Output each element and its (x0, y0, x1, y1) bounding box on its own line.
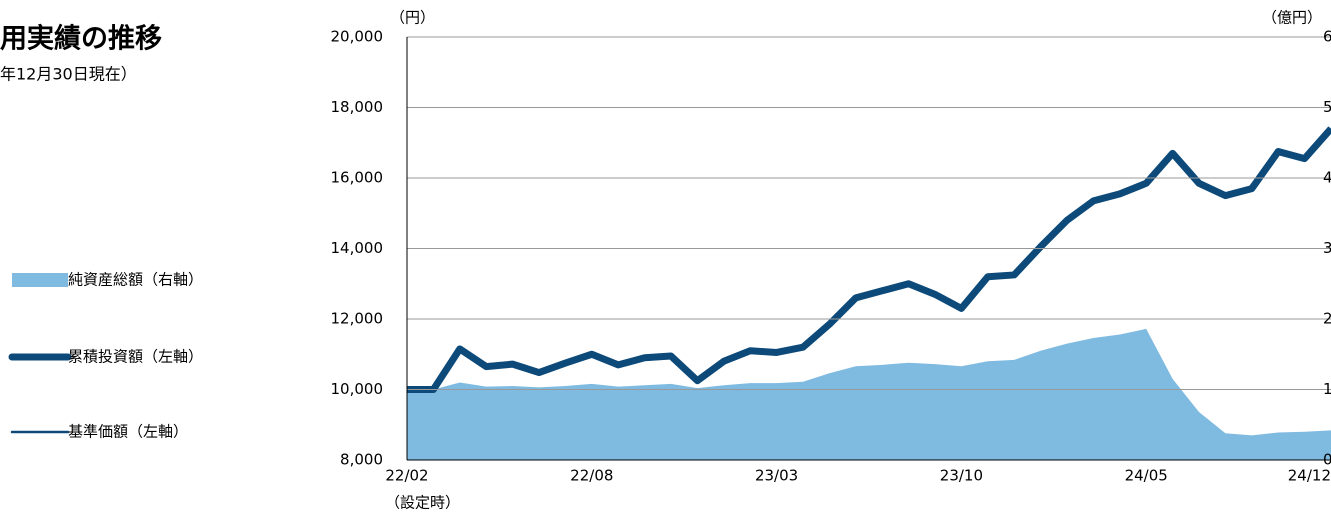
area (407, 328, 1331, 460)
y-tick-label: 14,000 (331, 239, 384, 257)
legend-swatch (12, 273, 68, 287)
chart-title: 用実績の推移 (0, 23, 162, 55)
x-note: （設定時） (385, 494, 460, 512)
chart-subtitle: 年12月30日現在） (0, 65, 137, 84)
y2-tick-label: 5 (1323, 98, 1331, 116)
line (407, 126, 1331, 393)
y-tick-label: 20,000 (331, 28, 384, 46)
y2-tick-label: 4 (1323, 169, 1331, 187)
y-tick-label: 8,000 (340, 451, 383, 469)
legend-label: 純資産総額（右軸） (68, 271, 203, 289)
line (407, 127, 1331, 391)
x-tick-label: 23/10 (940, 467, 983, 485)
y2-tick-label: 2 (1323, 310, 1331, 328)
y-tick-label: 10,000 (331, 380, 384, 398)
y-tick-label: 18,000 (331, 98, 384, 116)
y2-tick-label: 6 (1323, 28, 1331, 46)
x-tick-label: 24/05 (1125, 467, 1168, 485)
y-tick-label: 16,000 (331, 169, 384, 187)
x-tick-label: 24/12 (1288, 467, 1331, 485)
legend-label: 基準価額（左軸） (68, 423, 188, 441)
legend-label: 累積投資額（左軸） (68, 348, 203, 366)
x-tick-label: 23/03 (755, 467, 798, 485)
y-unit: （円） (390, 9, 435, 27)
y2-tick-label: 3 (1323, 239, 1331, 257)
x-tick-label: 22/08 (570, 467, 613, 485)
y2-unit: （億円） (1262, 9, 1322, 27)
y-tick-label: 12,000 (331, 310, 384, 328)
y2-tick-label: 1 (1323, 380, 1331, 398)
x-tick-label: 22/02 (385, 467, 428, 485)
